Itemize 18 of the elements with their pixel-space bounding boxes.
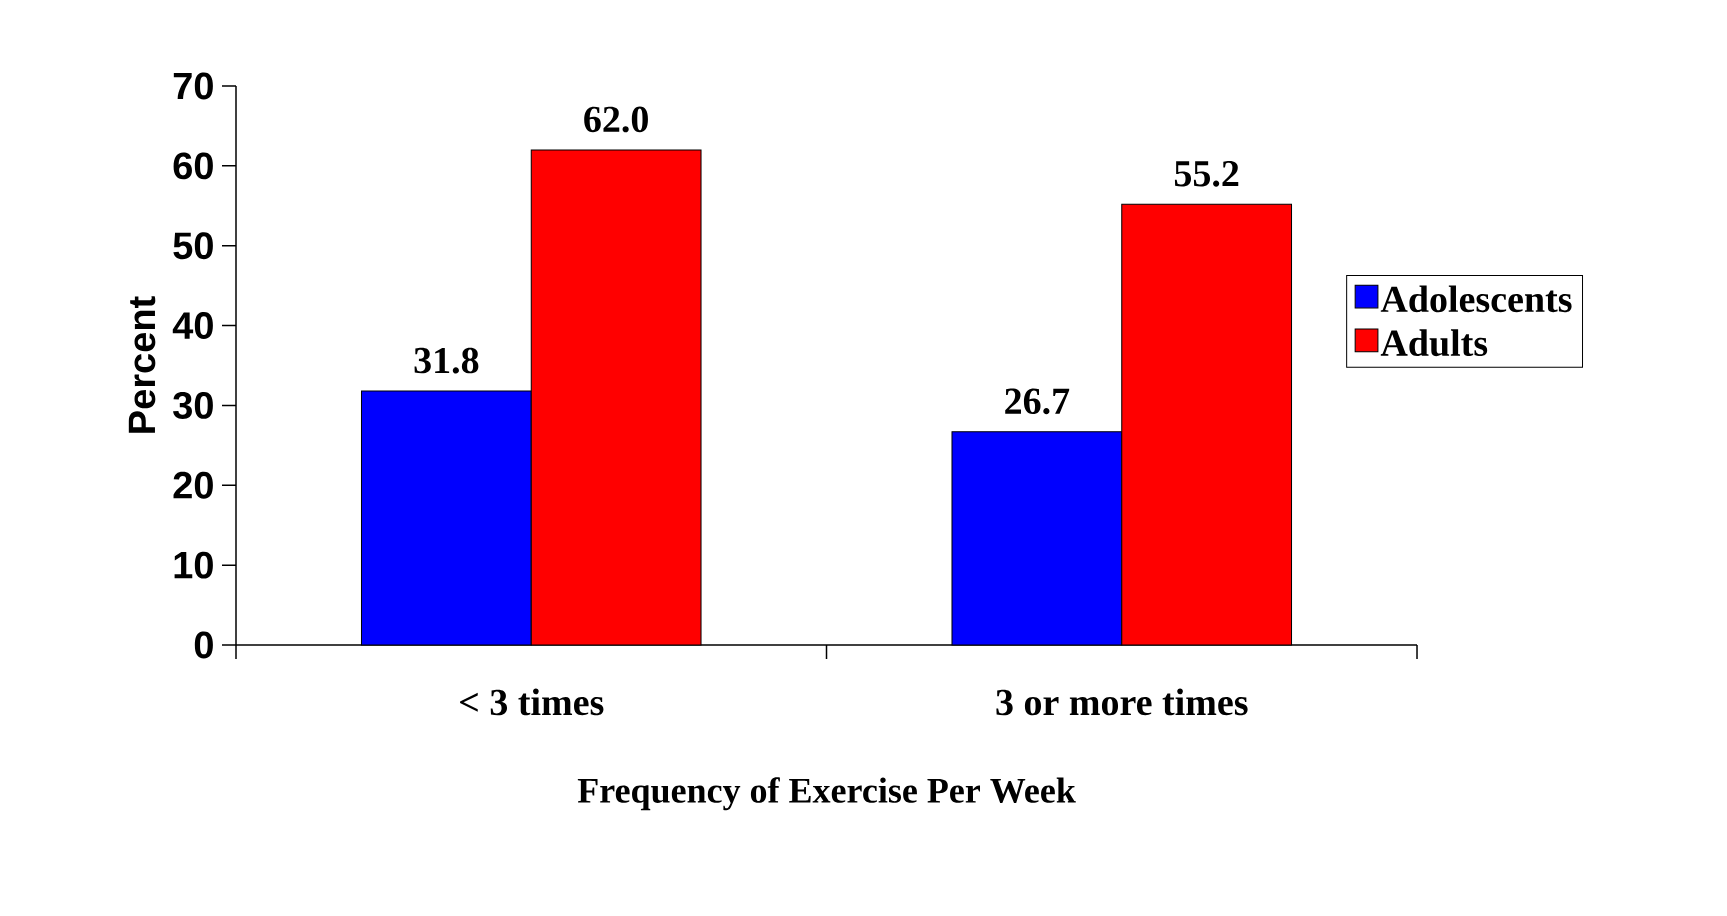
legend-label: Adults [1380,329,1488,357]
y-tick-label: 70 [173,72,213,100]
x-axis-title: Frequency of Exercise Per Week [577,777,1076,811]
y-axis-title: Percent [128,296,156,433]
y-tick-label: 20 [173,471,213,499]
legend-label: Adolescents [1380,285,1572,313]
data-label: 26.7 [1005,388,1070,415]
x-tick-label: < 3 times [460,688,604,716]
x-tick-label: 3 or more times [996,688,1248,716]
y-tick-label: 10 [174,551,213,579]
data-label: 31.8 [414,347,479,374]
y-tick-label: 0 [194,631,213,659]
y-tick-label: 60 [173,152,213,180]
y-tick-label: 50 [173,232,213,260]
data-label: 55.2 [1174,160,1239,187]
y-tick-label: 30 [173,391,213,419]
y-tick-label: 40 [172,312,213,340]
data-label: 62.0 [584,106,648,133]
